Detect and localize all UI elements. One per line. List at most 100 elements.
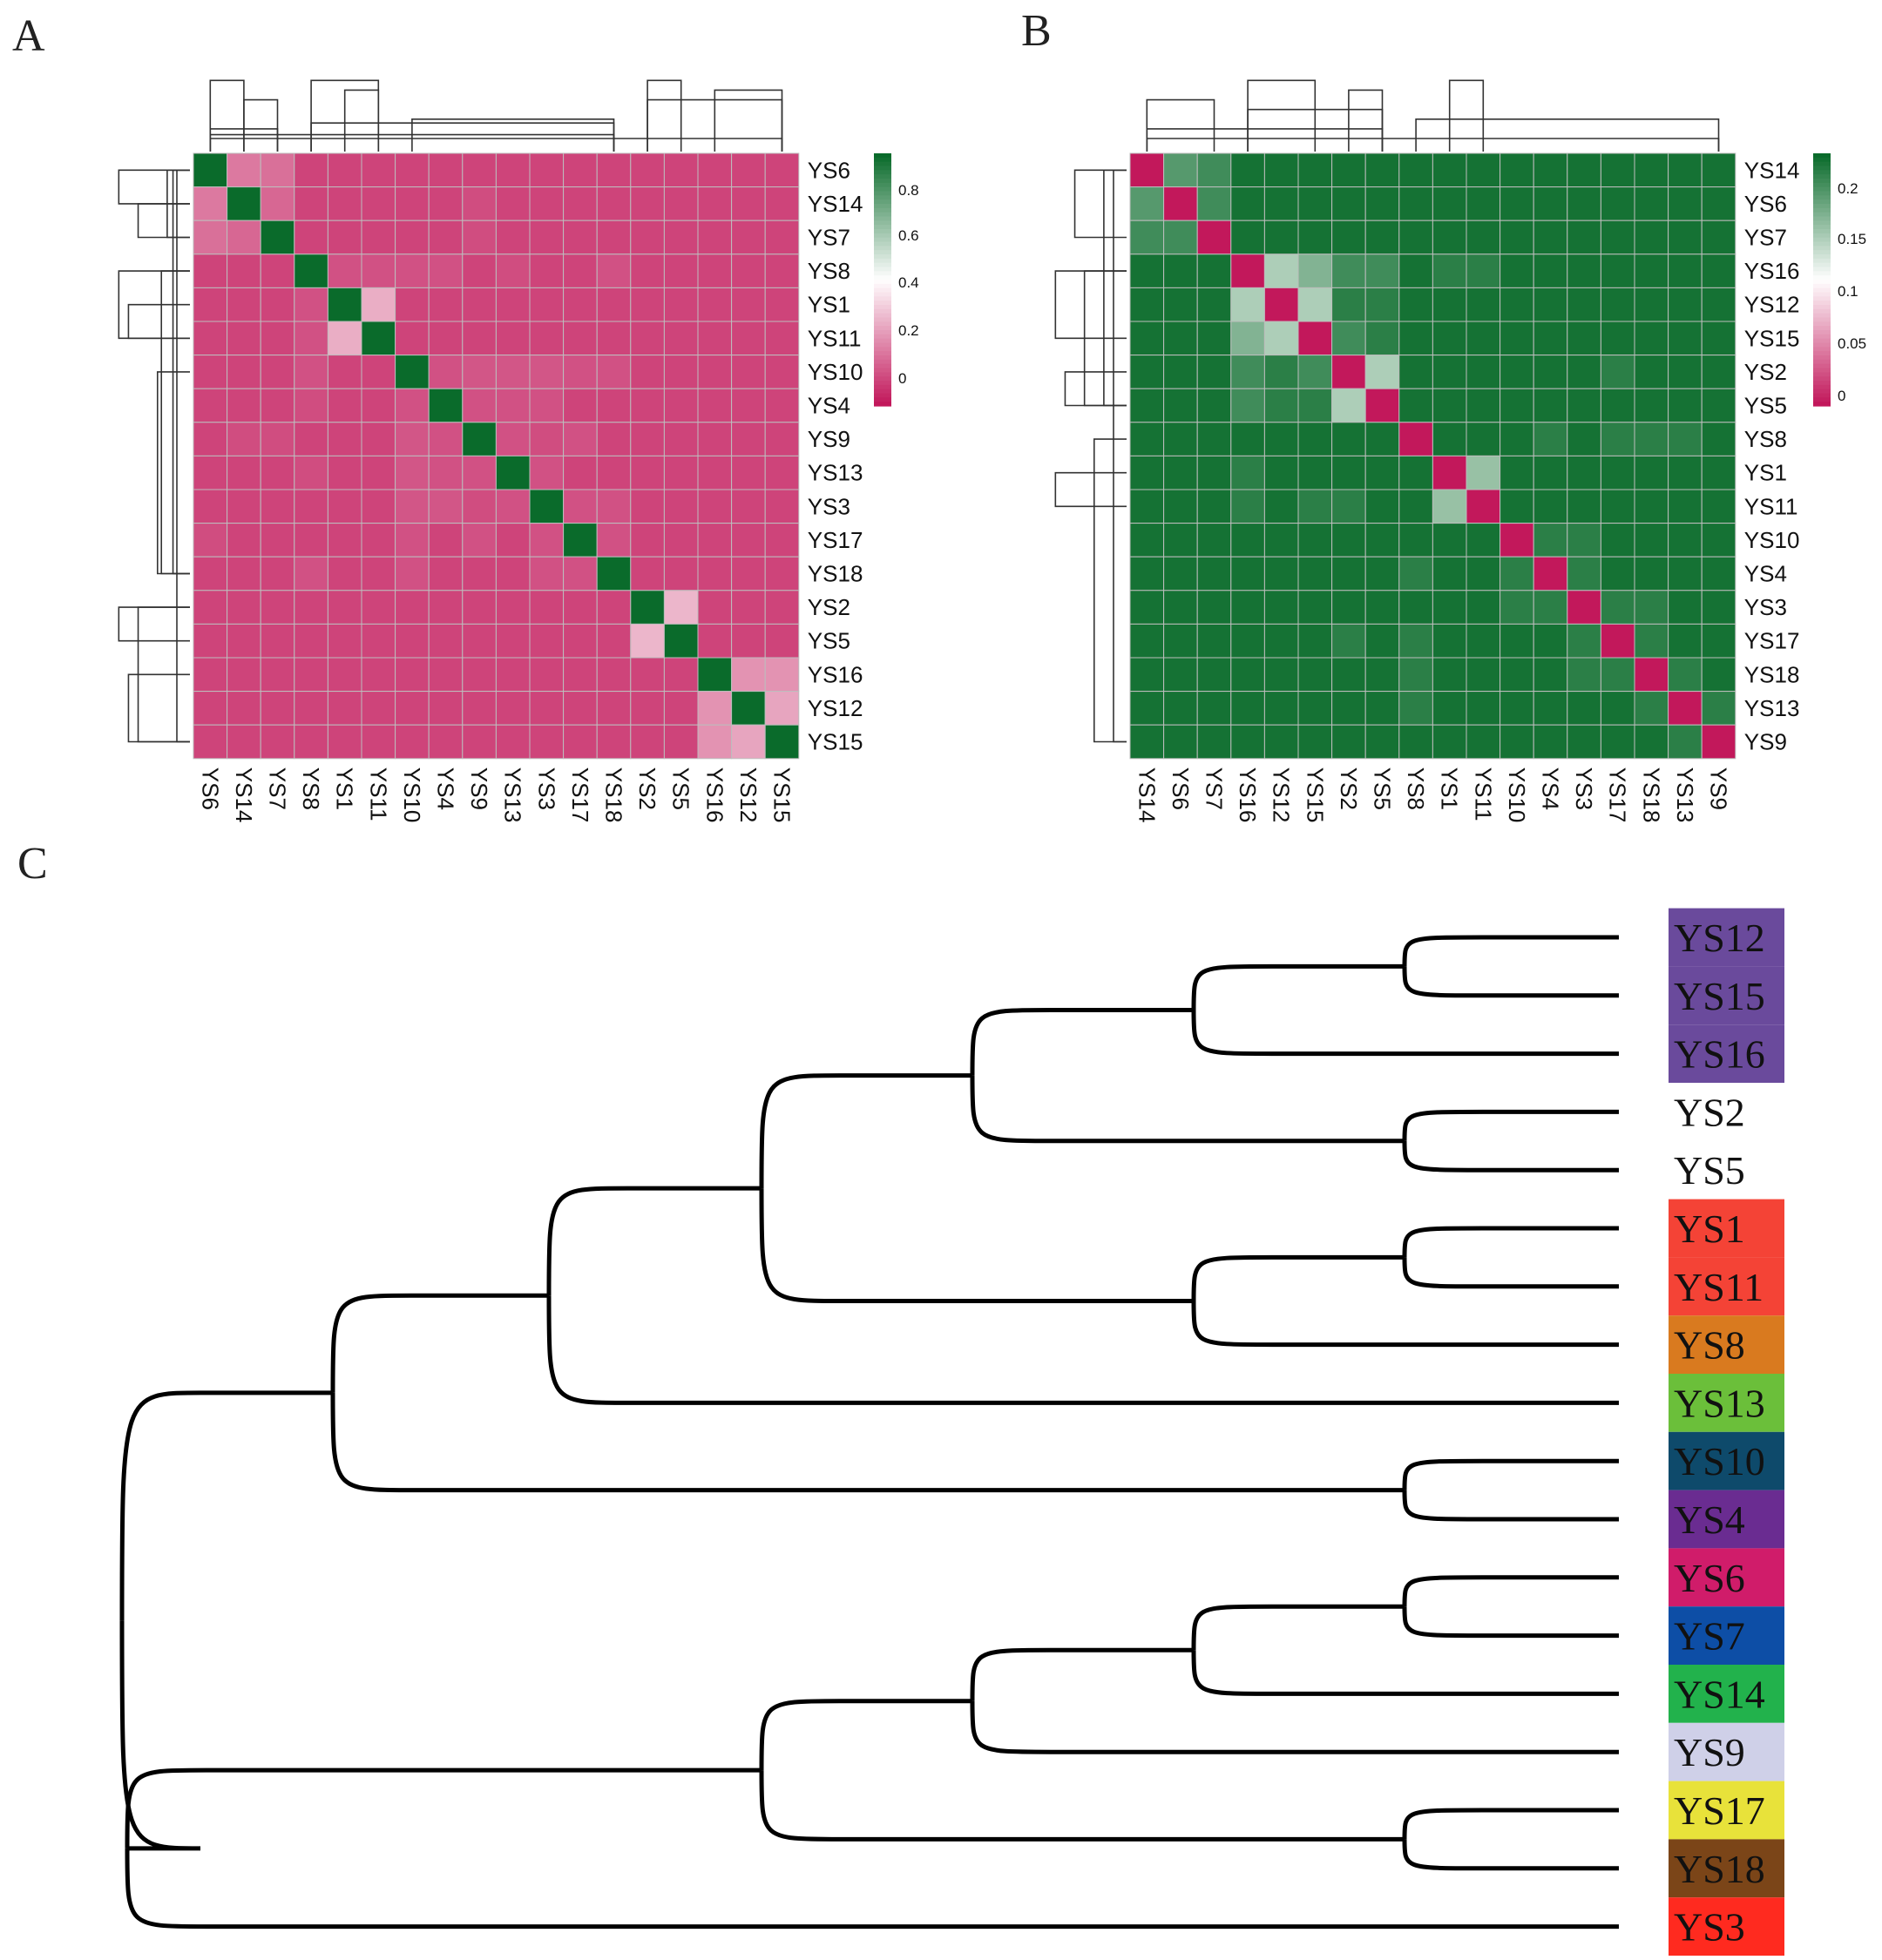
column-label: YS7 xyxy=(265,767,291,810)
heatmap-cell xyxy=(1163,355,1198,389)
row-label: YS8 xyxy=(1744,426,1787,452)
heatmap-cell xyxy=(1466,355,1501,389)
row-label: YS10 xyxy=(808,359,863,385)
heatmap-cell xyxy=(327,321,362,356)
column-label: YS1 xyxy=(332,767,358,810)
heatmap-cell xyxy=(462,253,497,288)
heatmap-cell xyxy=(395,523,430,558)
heatmap-cell xyxy=(462,422,497,456)
heatmap-cell xyxy=(1163,220,1198,255)
heatmap-cell xyxy=(260,388,295,423)
heatmap-cell xyxy=(663,220,699,255)
colorbar-segment xyxy=(874,258,891,264)
heatmap-cell xyxy=(1230,321,1265,356)
heatmap-cell xyxy=(697,253,733,288)
heatmap-cell xyxy=(1163,321,1198,356)
colorbar-segment xyxy=(1813,292,1831,297)
tree-branch xyxy=(125,1848,1619,1930)
heatmap-cell xyxy=(1297,287,1333,322)
heatmap-cell xyxy=(1331,186,1366,221)
heatmap-cell xyxy=(361,186,396,221)
heatmap-cell xyxy=(1668,253,1703,288)
heatmap-cell xyxy=(1263,623,1299,659)
row-label: YS4 xyxy=(808,393,850,419)
heatmap-cell xyxy=(731,455,766,490)
heatmap-cell xyxy=(1701,186,1736,221)
heatmap-cell xyxy=(1163,724,1198,760)
heatmap-cell xyxy=(1129,455,1165,490)
heatmap-cell xyxy=(1364,523,1400,558)
heatmap-cell xyxy=(1129,321,1165,356)
tree-branch xyxy=(1402,1575,1619,1607)
heatmap-cell xyxy=(227,523,261,558)
heatmap-cell xyxy=(529,590,565,625)
heatmap-cell xyxy=(462,287,497,322)
heatmap-cell xyxy=(1567,455,1601,490)
column-label: YS2 xyxy=(1336,767,1362,810)
heatmap-cell xyxy=(1129,388,1165,423)
colorbar-segment xyxy=(1813,182,1831,188)
row-dendrogram-branch xyxy=(137,606,190,743)
heatmap-cell xyxy=(294,724,328,760)
heatmap-cell xyxy=(731,422,766,456)
heatmap-cell xyxy=(1634,657,1669,693)
heatmap-cell xyxy=(428,388,464,423)
heatmap-cell xyxy=(1263,556,1299,591)
heatmap-cell xyxy=(1263,489,1299,524)
heatmap-cell xyxy=(1567,186,1601,221)
heatmap-cell xyxy=(563,590,598,625)
heatmap-cell xyxy=(1500,186,1534,221)
heatmap-cell xyxy=(1600,321,1635,356)
heatmap-cell xyxy=(1701,455,1736,490)
heatmap-cell xyxy=(428,220,464,255)
heatmap-cell xyxy=(1398,220,1433,255)
heatmap-cell xyxy=(1567,253,1601,288)
colorbar-segment xyxy=(874,342,891,348)
heatmap-cell xyxy=(697,691,733,726)
heatmap-cell xyxy=(529,455,565,490)
heatmap-cell xyxy=(1668,455,1703,490)
heatmap-cell xyxy=(731,657,766,693)
heatmap-cell xyxy=(1432,623,1467,659)
heatmap-cell xyxy=(193,422,228,456)
colorbar-segment xyxy=(874,283,891,289)
heatmap-cell xyxy=(1432,152,1467,188)
heatmap-cell xyxy=(227,422,261,456)
heatmap-cell xyxy=(1398,287,1433,322)
heatmap-cell xyxy=(731,388,766,423)
heatmap-cell xyxy=(327,523,362,558)
heatmap-cell xyxy=(294,657,328,693)
column-label: YS6 xyxy=(1168,767,1194,810)
row-label: YS11 xyxy=(808,325,862,351)
heatmap-cell xyxy=(327,455,362,490)
heatmap-cell xyxy=(1331,355,1366,389)
heatmap-cell xyxy=(395,691,430,726)
heatmap-cell xyxy=(361,422,396,456)
heatmap-cell xyxy=(1668,523,1703,558)
heatmap-cell xyxy=(294,590,328,625)
colorbar-tick-label: 0.4 xyxy=(898,274,919,291)
heatmap-cell xyxy=(327,152,362,188)
colorbar-segment xyxy=(1813,372,1831,377)
heatmap-cell xyxy=(361,388,396,423)
colorbar-segment xyxy=(874,381,891,386)
heatmap-cell xyxy=(1297,321,1333,356)
heatmap-cell xyxy=(495,556,531,591)
heatmap-cell xyxy=(227,388,261,423)
heatmap-cell xyxy=(731,623,766,659)
heatmap-cell xyxy=(1297,355,1333,389)
heatmap-cell xyxy=(529,287,565,322)
heatmap-cell xyxy=(495,220,531,255)
heatmap-cell xyxy=(1129,355,1165,389)
heatmap-cell xyxy=(1331,321,1366,356)
heatmap-cell xyxy=(495,590,531,625)
colorbar-segment xyxy=(874,334,891,340)
heatmap-cell xyxy=(1230,220,1265,255)
heatmap-cell xyxy=(1297,455,1333,490)
heatmap-cell xyxy=(697,152,733,188)
heatmap-cell xyxy=(1533,355,1568,389)
colorbar-segment xyxy=(1813,347,1831,352)
heatmap-cell xyxy=(1196,253,1232,288)
heatmap-cell xyxy=(1466,724,1501,760)
colorbar-segment xyxy=(1813,334,1831,340)
